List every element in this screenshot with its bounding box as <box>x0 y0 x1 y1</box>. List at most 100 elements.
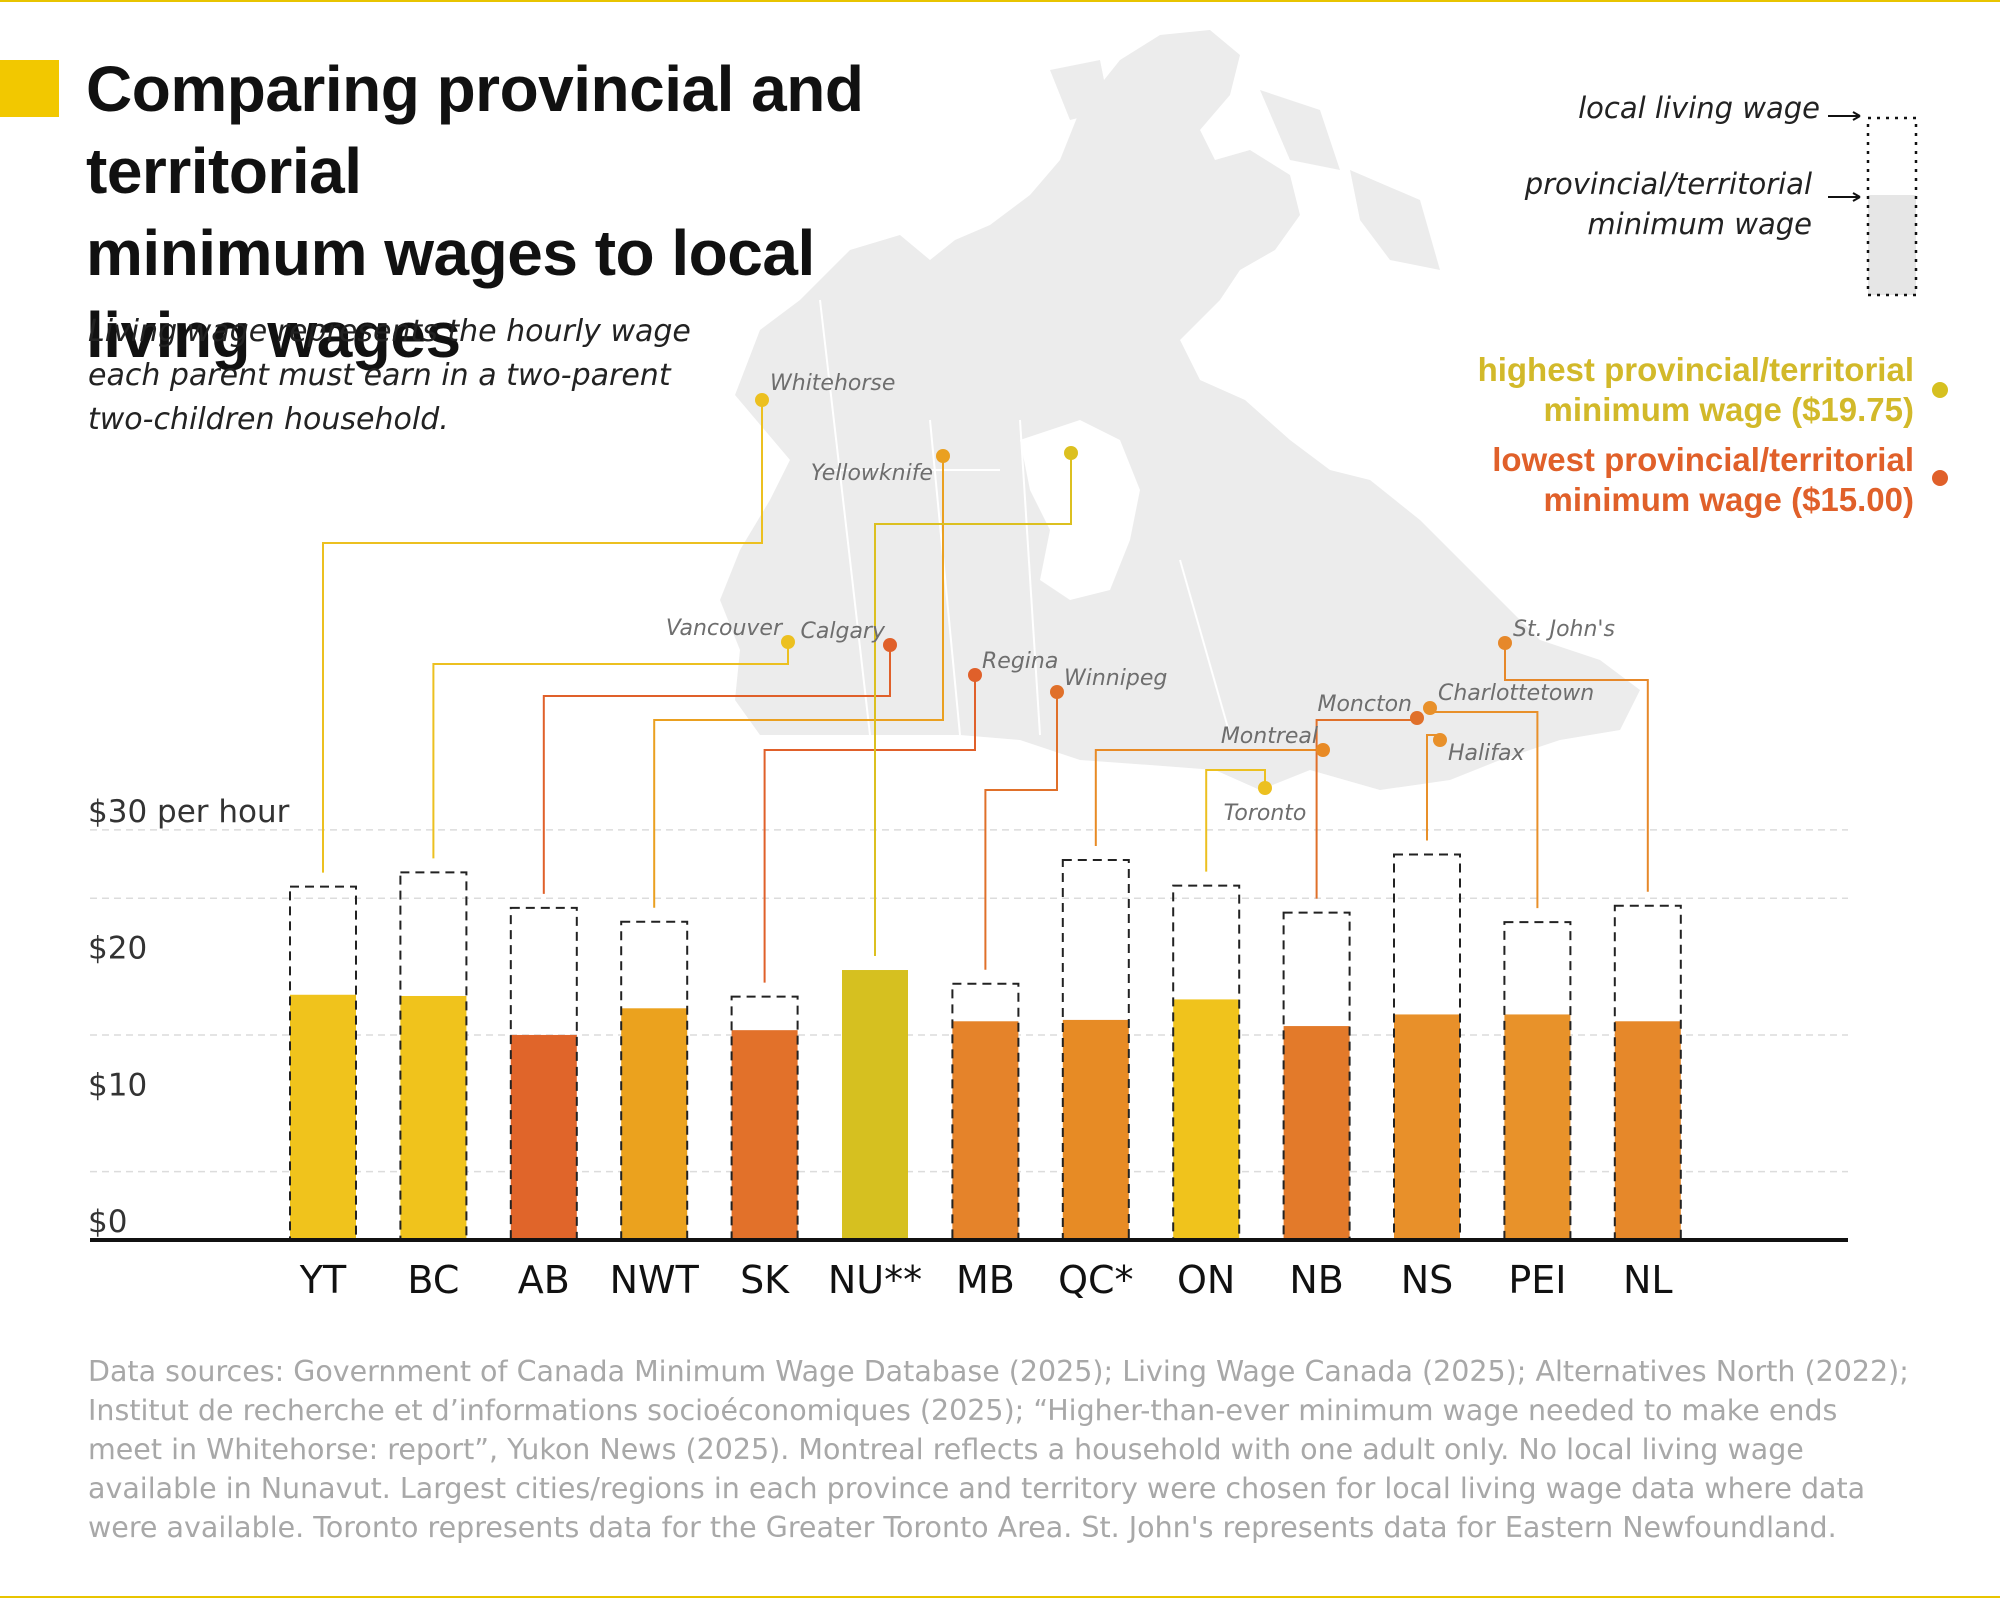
canada-map <box>720 30 1640 790</box>
sources-line-1: Data sources: Government of Canada Minim… <box>88 1355 1909 1388</box>
city-dot-NWT <box>936 449 950 463</box>
legend-lowest-dot <box>1932 470 1948 486</box>
legend-highest-dot <box>1932 382 1948 398</box>
city-label: Montreal <box>1221 724 1318 749</box>
bar-living-PEI <box>1503 921 1572 1241</box>
city-label: Winnipeg <box>1064 666 1167 691</box>
connector-NWT <box>653 456 944 908</box>
title-line-2: minimum wages to local <box>86 217 815 289</box>
sources-line-3: meet in Whitehorse: report”, Yukon News … <box>88 1433 1804 1466</box>
city-label: Whitehorse <box>770 371 895 396</box>
connector-MB <box>984 692 1058 970</box>
island-3 <box>1350 170 1440 270</box>
top-rule <box>0 0 2000 2</box>
bar-living-NL <box>1613 904 1682 1241</box>
connector-ON <box>1205 769 1266 872</box>
city-dot-NB <box>1410 711 1424 725</box>
city-dot-QC <box>1316 743 1330 757</box>
city-dot-PEI <box>1423 701 1437 715</box>
connector-NU <box>874 453 1072 957</box>
bar-min-ON <box>1173 999 1240 1240</box>
legend-highest: highest provincial/territorial minimum w… <box>1300 350 1914 430</box>
legend-min-label-line-2: minimum wage <box>1587 207 1812 241</box>
bar-min-SK <box>731 1030 798 1240</box>
legend-lowest-line-2: minimum wage ($15.00) <box>1543 481 1914 518</box>
city-dot-YT <box>755 393 769 407</box>
title-line-3: living wages <box>86 299 461 371</box>
bar-min-PEI <box>1504 1014 1571 1240</box>
category-label: QC* <box>1058 1258 1133 1302</box>
city-dot-NL <box>1498 636 1512 650</box>
city-dot-NS <box>1433 733 1447 747</box>
city-dot-SK <box>968 668 982 682</box>
city-label: Calgary <box>801 619 886 644</box>
legend-min-fill <box>1868 195 1916 295</box>
category-label: NWT <box>610 1258 700 1302</box>
map-border-2 <box>929 419 961 736</box>
bar-min-NWT <box>621 1008 688 1240</box>
map-border-1 <box>819 299 871 736</box>
subtitle-line-3: two-children household. <box>88 402 449 437</box>
bar-living-QC <box>1061 858 1130 1241</box>
subtitle-line-1: Living wage represents the hourly wage <box>88 314 691 349</box>
legend-living-label: local living wage <box>1578 91 1820 125</box>
bar-min-QC <box>1062 1019 1129 1240</box>
bar-min-NL <box>1614 1021 1681 1240</box>
island-1 <box>1050 60 1110 120</box>
city-dot-AB <box>883 638 897 652</box>
connector-SK <box>763 675 976 983</box>
legend-living-outline <box>1866 116 1918 297</box>
city-label: Yellowknife <box>811 461 933 486</box>
legend-lowest-line-1: lowest provincial/territorial <box>1492 441 1914 478</box>
connector-QC <box>1094 749 1323 846</box>
legend-min-label: provincial/territorial minimum wage <box>1420 164 1812 244</box>
canada-map-shape <box>720 30 1640 790</box>
label-layer: $0 $10 $20 $30 per hour Whitehorse YT Vancouve… <box>88 371 1848 1302</box>
title-line-1: Comparing provincial and territorial <box>86 53 864 207</box>
hudson-bay <box>1020 420 1140 600</box>
map-border-3 <box>1019 419 1041 736</box>
city-dot-NU <box>1064 446 1078 460</box>
city-dot-MB <box>1050 685 1064 699</box>
category-label: NU** <box>828 1258 922 1302</box>
legend-highest-line-2: minimum wage ($19.75) <box>1543 391 1914 428</box>
dot-layer <box>755 393 1512 795</box>
bar-living-NWT <box>620 920 689 1241</box>
city-label: Toronto <box>1224 801 1307 826</box>
legend-highest-line-1: highest provincial/territorial <box>1477 351 1914 388</box>
city-label: Vancouver <box>666 616 784 641</box>
bar-min-AB <box>510 1034 577 1240</box>
y-tick-label: $20 <box>88 931 147 967</box>
subtitle-line-2: each parent must earn in a two-parent <box>88 358 671 393</box>
city-label: Moncton <box>1317 692 1412 717</box>
bar-min-MB <box>952 1021 1019 1240</box>
bar-min-YT <box>290 994 356 1240</box>
category-label: PEI <box>1508 1258 1566 1302</box>
connector-AB <box>542 645 891 894</box>
title-accent-block <box>0 60 59 117</box>
connector-NL <box>1504 643 1649 892</box>
city-dot-BC <box>781 635 795 649</box>
y-tick-label: $30 per hour <box>88 794 290 830</box>
bar-layer <box>289 853 1682 1242</box>
legend-min-label-line-1: provincial/territorial <box>1524 167 1812 201</box>
category-label: YT <box>299 1258 347 1302</box>
city-dot-ON <box>1258 781 1272 795</box>
y-tick-label: $0 <box>88 1204 127 1240</box>
legend-arrowhead-min <box>1852 192 1861 202</box>
bar-min-NU <box>842 970 908 1240</box>
city-label: St. John's <box>1513 617 1615 642</box>
subtitle: Living wage represents the hourly wage e… <box>88 310 768 442</box>
category-label: MB <box>956 1258 1015 1302</box>
legend-arrowhead-living <box>1852 111 1861 121</box>
map-border-5 <box>1179 559 1231 736</box>
legend-lowest: lowest provincial/territorial minimum wa… <box>1300 440 1914 520</box>
connector-BC <box>432 642 789 859</box>
category-label: ON <box>1177 1258 1235 1302</box>
sources-line-5: were available. Toronto represents data … <box>88 1511 1837 1544</box>
bar-min-BC <box>400 995 467 1240</box>
data-sources: Data sources: Government of Canada Minim… <box>88 1352 1988 1547</box>
category-label: BC <box>407 1258 459 1302</box>
